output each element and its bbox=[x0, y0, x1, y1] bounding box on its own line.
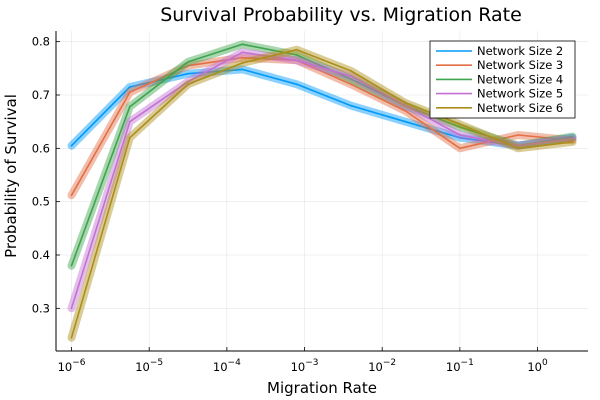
chart-title: Survival Probability vs. Migration Rate bbox=[160, 4, 522, 26]
series-5 bbox=[67, 45, 577, 342]
data-point bbox=[70, 307, 73, 310]
x-tick-label: 10−4 bbox=[213, 358, 241, 374]
data-point bbox=[571, 137, 574, 140]
data-point bbox=[459, 134, 461, 136]
series-4 bbox=[67, 48, 577, 313]
data-point bbox=[404, 102, 407, 104]
data-point bbox=[241, 43, 244, 46]
data-point bbox=[241, 62, 244, 64]
data-point bbox=[128, 120, 131, 123]
x-tick-label: 10−5 bbox=[135, 358, 163, 374]
data-point bbox=[571, 139, 574, 142]
data-point bbox=[571, 141, 574, 143]
y-tick-label: 0.3 bbox=[32, 301, 50, 315]
data-point bbox=[350, 83, 352, 86]
data-point bbox=[350, 70, 352, 72]
legend-label: Network Size 6 bbox=[477, 101, 563, 115]
data-point bbox=[295, 48, 298, 51]
data-point bbox=[517, 134, 519, 136]
data-point bbox=[459, 147, 461, 150]
x-tick-label: 100 bbox=[527, 358, 548, 374]
x-tick-label: 10−1 bbox=[446, 358, 474, 374]
y-tick-label: 0.6 bbox=[32, 141, 50, 155]
x-tick-label: 10−3 bbox=[291, 358, 319, 374]
series-line bbox=[70, 48, 573, 338]
x-axis-label: Migration Rate bbox=[267, 379, 377, 397]
data-point bbox=[241, 51, 244, 54]
data-point bbox=[187, 61, 189, 63]
data-point bbox=[350, 104, 352, 107]
data-point bbox=[187, 83, 189, 86]
data-point bbox=[350, 75, 352, 78]
data-point bbox=[70, 194, 73, 197]
data-point bbox=[241, 56, 244, 59]
y-tick-label: 0.8 bbox=[32, 35, 50, 49]
series-line bbox=[70, 56, 573, 196]
legend-label: Network Size 2 bbox=[477, 44, 563, 58]
x-tick-label: 10−2 bbox=[368, 358, 396, 374]
data-point bbox=[404, 120, 407, 123]
data-point bbox=[187, 80, 189, 83]
series-layer bbox=[67, 40, 577, 342]
data-point bbox=[571, 135, 574, 138]
data-point bbox=[187, 72, 189, 75]
data-point bbox=[459, 123, 461, 126]
data-point bbox=[295, 59, 298, 62]
series-line bbox=[70, 51, 573, 309]
series-2 bbox=[67, 53, 577, 200]
data-point bbox=[128, 136, 131, 139]
data-point bbox=[404, 110, 407, 112]
data-point bbox=[187, 64, 189, 67]
data-point bbox=[128, 86, 131, 88]
data-point bbox=[295, 83, 298, 86]
y-tick-label: 0.5 bbox=[32, 195, 50, 209]
ticks: 0.3 0.4 0.5 0.6 0.7 0.8 10−6 10−5 10−4 10−3 10−2 10… bbox=[32, 35, 548, 374]
legend-label: Network Size 4 bbox=[477, 72, 563, 86]
y-tick-label: 0.7 bbox=[32, 88, 50, 102]
data-point bbox=[295, 54, 298, 56]
y-axis-label: Probability of Survival bbox=[2, 94, 20, 258]
data-point bbox=[128, 105, 131, 108]
x-tick-label: 10−6 bbox=[58, 358, 86, 374]
data-point bbox=[350, 78, 352, 80]
legend-label: Network Size 3 bbox=[477, 58, 563, 72]
data-point bbox=[517, 147, 519, 150]
data-point bbox=[241, 68, 244, 71]
data-point bbox=[70, 144, 73, 147]
data-point bbox=[128, 91, 131, 94]
data-point bbox=[459, 136, 461, 139]
data-point bbox=[404, 104, 407, 107]
y-tick-label: 0.4 bbox=[32, 248, 50, 262]
data-point bbox=[517, 144, 519, 147]
data-point bbox=[70, 336, 73, 339]
data-point bbox=[70, 264, 73, 267]
legend-label: Network Size 5 bbox=[477, 87, 563, 101]
axes bbox=[55, 31, 588, 352]
data-point bbox=[459, 126, 461, 128]
